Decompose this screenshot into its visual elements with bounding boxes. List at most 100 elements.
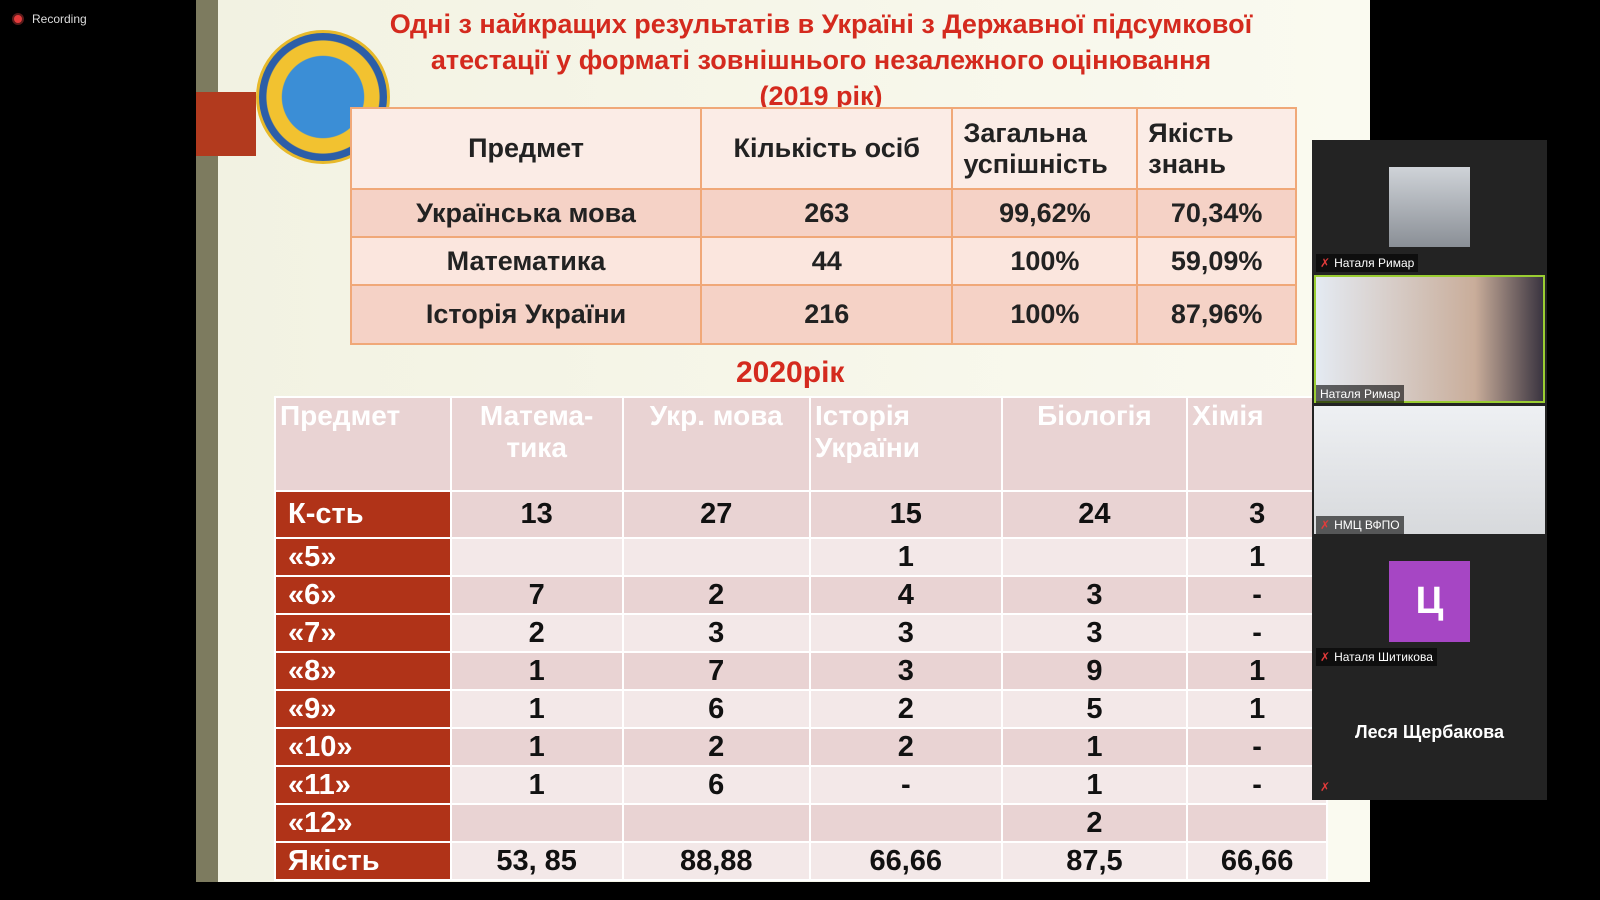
table-row: «11» 1 6-1-	[274, 765, 1328, 805]
table-cell: 100%	[951, 284, 1139, 345]
table-cell: 216	[700, 284, 954, 345]
table-cell: 66,66	[808, 841, 1003, 881]
table-header-row: Предмет Матема-тика Укр. мова Історія Украї…	[274, 396, 1328, 492]
row-label: «8»	[274, 651, 452, 691]
table-cell: 1	[1186, 689, 1328, 729]
table-row: «7» 2 3 3 3-	[274, 613, 1328, 653]
mic-muted-icon: ✗	[1320, 518, 1331, 532]
table-cell: 24	[1000, 490, 1189, 539]
recording-indicator[interactable]: Recording	[12, 12, 87, 26]
table-cell: 6	[621, 689, 811, 729]
results-2019-table: Предмет Кількість осіб Загальна успішніс…	[349, 107, 1297, 345]
table-row: «8» 1 7 3 9 1	[274, 651, 1328, 691]
row-label: «7»	[274, 613, 452, 653]
participant-name: Наталя Римар	[1334, 256, 1415, 270]
table-cell: -	[1186, 765, 1328, 805]
table-cell: 100%	[951, 236, 1139, 286]
table-cell: Історія України	[349, 284, 703, 345]
table-cell: 27	[621, 490, 811, 539]
row-label: К-сть	[274, 490, 452, 539]
header-cell: Предмет	[274, 396, 452, 492]
table-cell	[1000, 537, 1189, 577]
participant-name-tag: ✗ Наталя Шитикова	[1316, 648, 1437, 666]
table-row: «9» 1 6 2 5 1	[274, 689, 1328, 729]
table-cell: 1	[1000, 727, 1189, 767]
participant-name: НМЦ ВФПО	[1334, 518, 1400, 532]
participant-name[interactable]: Леся Щербакова	[1354, 722, 1504, 742]
title-line: Одні з найкращих результатів в Україні з…	[389, 9, 1253, 39]
table-cell: 5	[1000, 689, 1189, 729]
header-cell: Біологія	[1000, 396, 1189, 492]
table-row: «5» 1 1	[274, 537, 1328, 577]
participants-panel[interactable]: ✗ Наталя Римар Наталя Римар ✗ НМЦ ВФПО Ц ✗…	[1312, 140, 1547, 800]
table-cell: 99,62%	[951, 188, 1139, 238]
table-cell: 13	[449, 490, 624, 539]
table-cell: 3	[808, 651, 1003, 691]
participant-avatar[interactable]: Ц	[1389, 561, 1470, 642]
year-2020-heading: 2020рік	[736, 356, 845, 389]
table-cell	[621, 803, 811, 843]
table-cell: 1	[1186, 537, 1328, 577]
slide-stripe	[196, 0, 218, 882]
mic-muted-icon: ✗	[1320, 650, 1331, 664]
mic-muted-icon: ✗	[1320, 780, 1331, 794]
table-cell: 3	[621, 613, 811, 653]
participant-name: Наталя Римар	[1320, 387, 1401, 401]
title-line: атестації у форматі зовнішнього незалежн…	[430, 45, 1212, 75]
record-icon	[12, 13, 24, 25]
table-cell: -	[1186, 613, 1328, 653]
mic-muted-icon: ✗	[1320, 256, 1331, 270]
active-speaker-video[interactable]	[1314, 275, 1545, 403]
table-cell: 7	[621, 651, 811, 691]
table-cell: 2	[1000, 803, 1189, 843]
participant-name-tag: ✗	[1316, 778, 1334, 796]
row-label: «5»	[274, 537, 452, 577]
table-cell: 15	[808, 490, 1003, 539]
row-label: Якість	[274, 841, 452, 881]
row-label: «9»	[274, 689, 452, 729]
row-label: «11»	[274, 765, 452, 805]
table-cell: 7	[449, 575, 624, 615]
row-label: «6»	[274, 575, 452, 615]
slide-accent-block	[196, 92, 256, 156]
header-cell: Хімія	[1186, 396, 1328, 492]
table-cell: 3	[1000, 613, 1189, 653]
shared-slide: Одні з найкращих результатів в Україні з…	[196, 0, 1370, 882]
table-cell: 87,5	[1000, 841, 1189, 881]
table-cell: 3	[1000, 575, 1189, 615]
slide-title: Одні з найкращих результатів в Україні з…	[346, 6, 1296, 114]
header-cell: Кількість осіб	[700, 107, 954, 190]
table-cell: 1	[808, 537, 1003, 577]
table-cell: -	[1186, 727, 1328, 767]
table-cell: 1	[449, 765, 624, 805]
table-cell: 6	[621, 765, 811, 805]
header-cell: Матема-тика	[449, 396, 624, 492]
table-cell: 53, 85	[449, 841, 624, 881]
table-cell: 3	[808, 613, 1003, 653]
table-row: Українська мова 263 99,62% 70,34%	[349, 188, 1297, 238]
table-cell	[621, 537, 811, 577]
table-cell: 2	[808, 727, 1003, 767]
table-cell: 2	[621, 575, 811, 615]
table-row: «12» 2	[274, 803, 1328, 843]
table-cell	[449, 537, 624, 577]
table-cell: 59,09%	[1136, 236, 1297, 286]
header-cell: Укр. мова	[621, 396, 811, 492]
table-cell: 66,66	[1186, 841, 1328, 881]
participant-video[interactable]	[1314, 406, 1545, 534]
table-cell: 1	[1186, 651, 1328, 691]
row-label: «10»	[274, 727, 452, 767]
participant-name: Наталя Шитикова	[1334, 650, 1433, 664]
table-cell: 88,88	[621, 841, 811, 881]
table-cell: Українська мова	[349, 188, 703, 238]
table-cell: 44	[700, 236, 954, 286]
participant-video[interactable]	[1389, 167, 1470, 247]
row-label: «12»	[274, 803, 452, 843]
participant-name-tag: Наталя Римар	[1316, 385, 1405, 403]
table-cell: 70,34%	[1136, 188, 1297, 238]
table-cell: 263	[700, 188, 954, 238]
table-cell: 9	[1000, 651, 1189, 691]
header-cell: Загальна успішність	[951, 107, 1139, 190]
table-cell: 1	[449, 727, 624, 767]
table-cell: 4	[808, 575, 1003, 615]
